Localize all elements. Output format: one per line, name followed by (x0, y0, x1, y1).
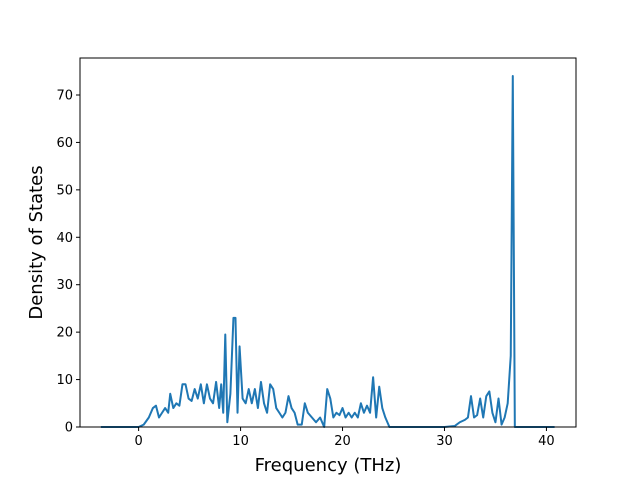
x-axis-ticks: 0 10 20 30 40 (134, 427, 555, 449)
y-axis-label: Density of States (26, 165, 47, 319)
x-tick-label: 0 (134, 434, 142, 449)
plot-frame (79, 57, 577, 428)
y-tick-label: 20 (56, 326, 73, 341)
y-tick-label: 0 (65, 421, 73, 436)
y-tick-label: 70 (56, 88, 73, 103)
y-tick-label: 60 (56, 136, 73, 151)
x-tick-label: 30 (436, 434, 453, 449)
x-tick-label: 40 (538, 434, 555, 449)
series-layer (100, 75, 555, 428)
dos-series-line (100, 75, 555, 428)
y-axis-ticks: 0 10 20 30 40 50 60 70 (56, 88, 80, 436)
x-axis-label: Frequency (THz) (255, 455, 402, 476)
y-tick-label: 40 (56, 231, 73, 246)
y-tick-label: 30 (56, 278, 73, 293)
x-tick-label: 20 (334, 434, 351, 449)
x-tick-label: 10 (232, 434, 249, 449)
y-tick-label: 50 (56, 183, 73, 198)
y-tick-label: 10 (56, 373, 73, 388)
